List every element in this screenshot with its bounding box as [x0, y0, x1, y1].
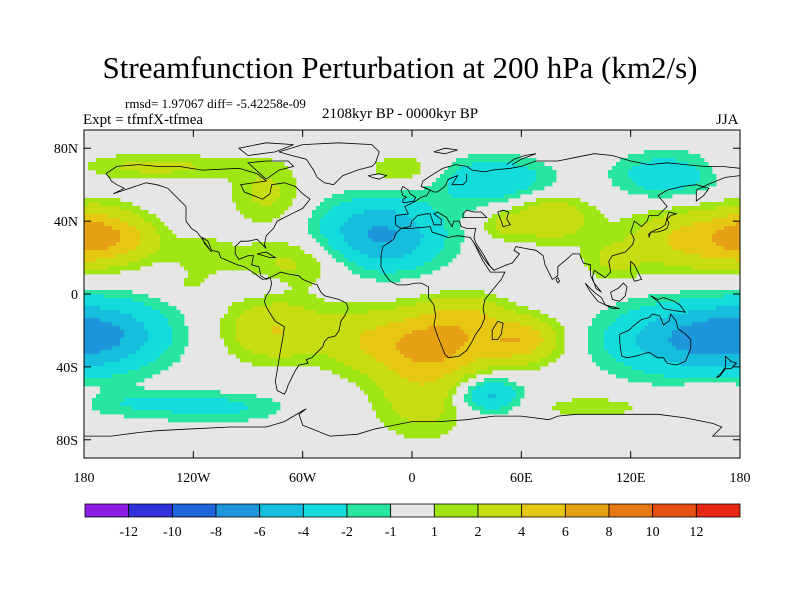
x-tick-label: 120E — [616, 471, 646, 486]
x-tick-label: 60W — [289, 471, 317, 486]
x-tick-label: 60E — [510, 471, 533, 486]
colorbar-swatch — [608, 503, 654, 518]
colorbar-label: 8 — [606, 525, 613, 540]
colorbar-label: -10 — [163, 525, 182, 540]
coast-ellesmere — [237, 142, 294, 156]
colorbar-swatch — [215, 503, 261, 518]
colorbar-swatch — [302, 503, 348, 518]
colorbar-label: -2 — [341, 525, 353, 540]
y-tick-label: 40N — [54, 215, 78, 230]
colorbar-swatch — [390, 503, 435, 518]
colorbar-swatch — [128, 503, 173, 518]
colorbar-label: 12 — [689, 525, 703, 540]
colorbar-swatch — [564, 503, 610, 518]
coast-borneo — [610, 282, 628, 302]
coast-australia — [619, 313, 692, 366]
coast-antarctica — [84, 408, 740, 437]
colorbar-label: 1 — [431, 525, 438, 540]
x-tick-label: 180 — [74, 471, 95, 486]
coast-iceland — [368, 173, 388, 180]
period-label: 2108kyr BP - 0000kyr BP — [322, 106, 479, 122]
experiment-label: Expt = tfmfX-tfmea — [83, 112, 204, 128]
chart-title: Streamfunction Perturbation at 200 hPa (… — [102, 50, 698, 85]
coast-greenland — [278, 142, 380, 186]
colorbar-label: 6 — [562, 525, 569, 540]
coast-novaya-zemlya — [506, 153, 537, 165]
coast-north-america — [105, 164, 311, 280]
y-tick-label: 80N — [54, 142, 78, 157]
colorbar-swatch — [521, 503, 566, 518]
contour-field — [84, 150, 740, 439]
coast-madagascar — [491, 320, 504, 340]
coast-svalbard — [433, 147, 458, 155]
colorbar-label: 4 — [518, 525, 525, 540]
coast-uk — [400, 185, 417, 204]
colorbar-label: 10 — [646, 525, 660, 540]
coast-europe-asia — [395, 153, 740, 293]
y-axis: 80N 40N 0 40S 80S — [54, 142, 740, 449]
colorbar-swatch — [259, 503, 304, 518]
colorbar-label: -6 — [254, 525, 266, 540]
colorbar-label: -4 — [297, 525, 309, 540]
coast-philippines — [630, 260, 643, 282]
colorbar-label: -12 — [119, 525, 138, 540]
colorbar-label: -8 — [210, 525, 222, 540]
y-tick-label: 40S — [56, 361, 78, 376]
coast-cuba — [256, 251, 277, 258]
coast-japan — [648, 211, 678, 238]
coast-south-america — [263, 271, 349, 395]
season-label: JJA — [716, 112, 739, 128]
coast-new-zealand — [716, 355, 738, 379]
coastlines — [84, 142, 740, 437]
colorbar-label: -1 — [385, 525, 397, 540]
x-axis: 180 120W 60W 0 60E 120E 180 — [74, 130, 751, 486]
coast-sri-lanka — [555, 276, 561, 284]
colorbar-swatch — [346, 503, 392, 518]
colorbar-label: 2 — [475, 525, 482, 540]
colorbar-swatch — [171, 503, 217, 518]
y-tick-label: 80S — [56, 434, 78, 449]
x-tick-label: 180 — [730, 471, 751, 486]
coast-africa — [380, 226, 506, 359]
colorbar-swatch — [477, 503, 523, 518]
coast-caspian — [497, 209, 512, 228]
colorbar-swatch — [695, 503, 741, 518]
coast-black-sea — [462, 209, 488, 218]
colorbar-swatch — [84, 503, 130, 518]
x-tick-label: 120W — [176, 471, 211, 486]
colorbar-swatch — [433, 503, 479, 518]
colorbar: -12 -10 -8 -6 -4 -2 -1 1 2 4 6 8 10 12 — [84, 503, 741, 540]
coast-new-guinea — [650, 295, 687, 313]
coast-indonesia-2 — [605, 304, 620, 309]
stats-label: rmsd= 1.97067 diff= -5.42258e-09 — [125, 96, 306, 111]
y-tick-label: 0 — [71, 288, 78, 303]
coast-baffin — [247, 160, 295, 180]
coast-scandinavia — [420, 173, 468, 193]
coast-arabia — [473, 242, 495, 271]
colorbar-swatch — [652, 503, 697, 518]
x-tick-label: 0 — [409, 471, 416, 486]
